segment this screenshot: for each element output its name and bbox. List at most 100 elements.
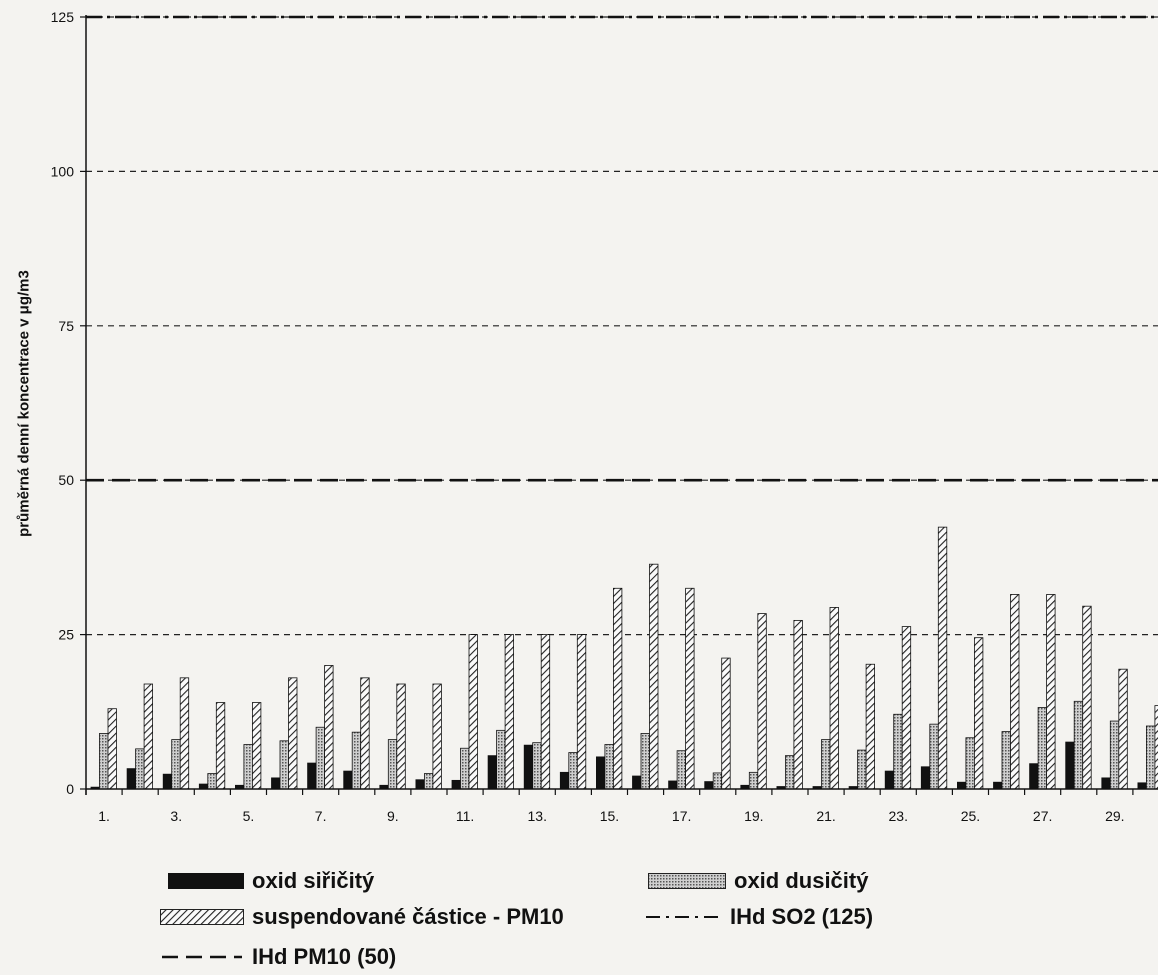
x-tick-23: 23. [889,808,908,824]
bar-s2-4 [215,702,226,790]
y-tick-0: 0 [66,781,74,797]
bar-s2-15 [613,587,623,790]
bar-s1-26 [1001,731,1011,790]
x-tick-17: 17. [672,808,691,824]
bar-s1-4 [207,773,217,790]
limit-lines [86,15,1158,482]
y-tick-75: 75 [58,318,74,334]
bar-s2-12 [504,634,515,790]
bar-s2-1 [107,708,117,790]
bar-s2-28 [1082,605,1092,790]
bar-s0-17 [668,780,678,790]
bar-s2-25 [974,637,984,790]
bar-s1-7 [315,726,326,790]
bar-s2-21 [829,607,839,790]
x-tick-29: 29. [1105,808,1124,824]
bar-s2-14 [576,634,587,790]
bar-s0-18 [704,781,714,790]
bar-s2-16 [649,563,659,790]
bar-s0-2 [126,768,136,790]
bar-s0-25 [957,781,967,790]
y-tick-labels: 0 25 50 75 100 125 [51,9,75,797]
bar-s0-28 [1065,741,1075,790]
bar-s1-2 [135,748,145,790]
bar-s1-28 [1073,700,1084,790]
bar-s1-10 [423,773,434,790]
bar-s2-7 [324,665,334,790]
bar-s0-15 [596,756,606,790]
bar-s0-8 [343,770,353,790]
y-tick-100: 100 [51,163,75,179]
bar-s0-11 [451,779,461,790]
bar-s2-26 [1010,594,1020,790]
bar-s2-3 [179,677,190,790]
x-tick-15: 15. [600,808,619,824]
bar-s0-7 [307,762,317,790]
y-tick-25: 25 [58,627,74,643]
axes [80,15,1158,795]
bar-s0-27 [1029,763,1039,790]
bar-s1-6 [279,740,289,790]
y-axis-title: průměrná denní koncentrace v μg/m3 [15,270,33,537]
bar-s0-3 [162,773,173,790]
bar-s1-15 [604,744,614,790]
x-tick-11: 11. [456,808,474,824]
bar-s1-14 [568,752,578,790]
x-tick-27: 27. [1033,808,1052,824]
bar-s2-5 [251,702,262,790]
x-tick-1: 1. [98,808,110,824]
bar-s1-25 [965,737,975,790]
bar-s1-22 [857,749,867,790]
y-tick-125: 125 [51,9,75,25]
bar-s1-13 [532,742,542,790]
bar-s0-30 [1137,782,1147,790]
bar-s2-23 [901,626,912,790]
bar-s1-11 [460,747,470,790]
gridlines [86,16,1158,636]
bar-s1-24 [929,723,939,790]
x-tick-25: 25. [961,808,980,824]
bar-s2-17 [685,587,695,790]
bar-s0-24 [920,766,931,790]
bar-s2-22 [865,663,875,790]
bar-s2-11 [468,634,478,790]
bar-s1-9 [387,739,398,790]
bar-s0-23 [884,770,895,790]
bar-s1-29 [1109,720,1120,790]
bar-s1-27 [1037,707,1047,790]
bar-s1-21 [821,739,831,790]
bar-s0-6 [271,777,281,790]
bar-s0-10 [415,779,425,790]
bar-s1-3 [171,739,181,790]
bar-s0-13 [523,744,534,790]
x-tick-19: 19. [744,808,763,824]
bar-s2-20 [793,619,803,790]
bar-s2-27 [1046,594,1056,790]
bar-s2-30 [1154,705,1158,790]
bar-s1-5 [243,744,253,790]
x-tick-labels: 1. 3. 5. 7. 9. 11. 13. 15. 17. 19. 21. 23. 25. 27. 29. [98,808,1124,824]
bar-s2-2 [143,683,154,790]
x-tick-9: 9. [387,808,399,824]
x-tick-3: 3. [170,808,182,824]
bar-s0-29 [1101,777,1111,790]
bar-s1-20 [785,755,795,790]
bar-s1-12 [496,729,506,790]
bar-s1-8 [351,731,362,790]
bar-s2-6 [288,677,298,790]
bar-s0-16 [632,775,642,790]
x-tick-5: 5. [243,808,255,824]
bar-s0-12 [487,755,498,790]
bar-s2-19 [757,613,767,790]
bar-s2-24 [937,526,948,790]
bar-s1-16 [640,733,650,790]
x-tick-21: 21. [816,808,835,824]
bar-s1-1 [99,733,109,790]
bar-s1-30 [1146,725,1156,790]
bar-s1-17 [676,750,686,790]
bars-layer [90,526,1158,790]
bar-s0-14 [559,771,570,790]
bar-s2-13 [540,634,551,790]
bar-s2-9 [396,683,406,790]
